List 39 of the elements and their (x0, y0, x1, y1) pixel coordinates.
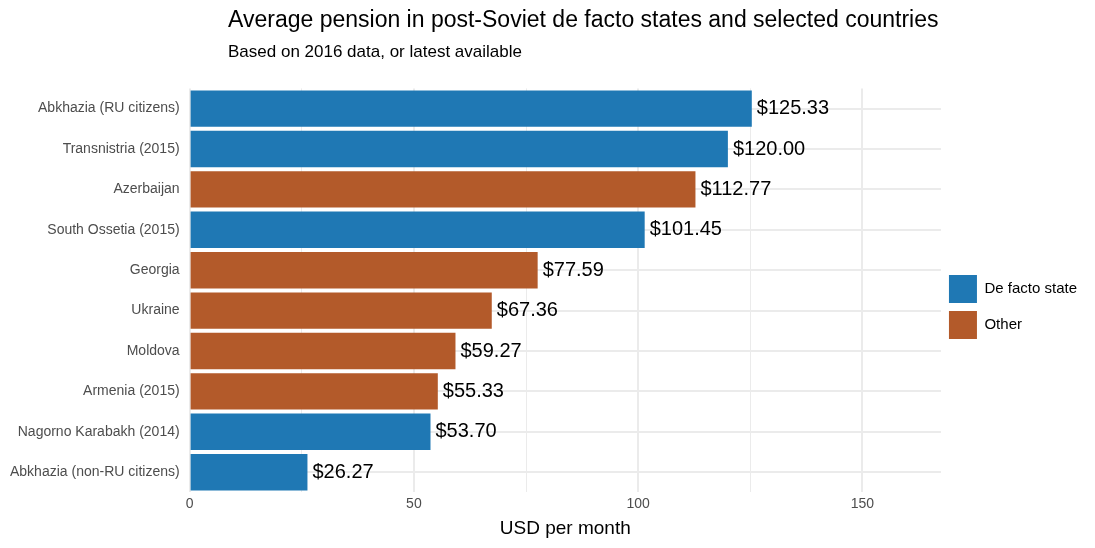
y-tick-label: Moldova (126, 341, 180, 358)
x-tick-label: 150 (850, 494, 875, 511)
data-label: $67.36 (496, 298, 558, 321)
bar (190, 332, 456, 370)
chart-subtitle: Based on 2016 data, or latest available (228, 42, 522, 62)
bar (190, 413, 431, 450)
data-label: $77.59 (542, 257, 604, 280)
bar (190, 211, 645, 248)
y-tick-label: Armenia (2015) (83, 382, 180, 399)
y-tick-label: Abkhazia (non-RU citizens) (10, 463, 180, 480)
bar (190, 454, 308, 491)
legend-label: Other (984, 315, 1022, 333)
data-label: $55.33 (442, 378, 504, 401)
bar (190, 90, 752, 127)
y-tick-label: Transnistria (2015) (62, 139, 180, 156)
bar (190, 252, 538, 289)
data-label: $101.45 (649, 217, 722, 240)
chart-title: Average pension in post-Soviet de facto states and selected countries (228, 6, 939, 33)
x-axis-title: USD per month (499, 516, 631, 538)
data-label: $112.77 (700, 176, 772, 199)
data-label: $120.00 (732, 136, 806, 159)
x-tick-label: 100 (626, 494, 651, 511)
legend-label: De facto state (984, 279, 1078, 297)
y-tick-label: Abkhazia (RU citizens) (38, 99, 180, 116)
data-label: $53.70 (435, 419, 497, 442)
y-tick-label: South Ossetia (2015) (47, 220, 180, 237)
y-tick-label: Azerbaijan (113, 180, 180, 197)
bar (190, 130, 728, 168)
y-tick-label: Nagorno Karabakh (2014) (17, 422, 180, 439)
x-tick-label: 0 (185, 494, 194, 511)
y-tick-label: Georgia (129, 261, 180, 278)
y-tick-label: Ukraine (131, 301, 180, 318)
bar (190, 292, 492, 329)
data-label: $59.27 (460, 338, 522, 361)
bar (190, 171, 696, 208)
bar (190, 373, 438, 410)
x-tick-label: 50 (406, 494, 422, 511)
data-label: $26.27 (312, 459, 374, 482)
data-label: $125.33 (756, 96, 830, 119)
